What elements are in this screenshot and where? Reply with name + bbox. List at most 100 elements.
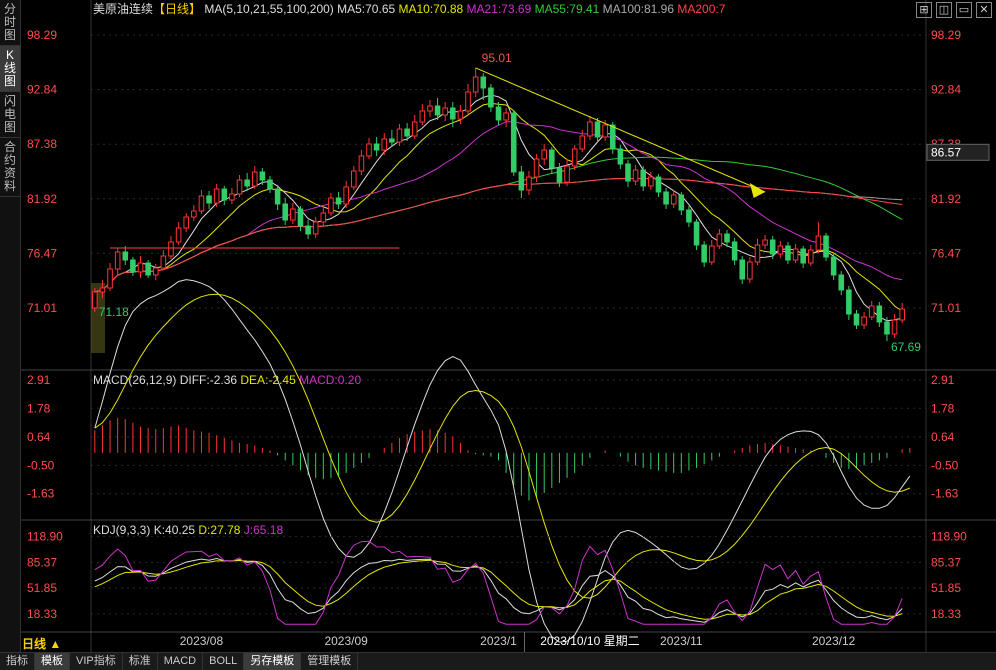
bottom-tab-4[interactable]: MACD — [158, 653, 204, 670]
candle-body — [434, 105, 441, 116]
sidebar-tab-0[interactable]: 分时图 — [0, 0, 20, 46]
candle-body — [693, 221, 700, 246]
window-button-1[interactable]: ◫ — [936, 2, 952, 18]
sidebar-tab-2[interactable]: 闪电图 — [0, 92, 20, 138]
candle-body — [785, 245, 791, 261]
window-button-0[interactable]: ⊞ — [916, 2, 932, 18]
low-annotation: 67.69 — [891, 340, 921, 354]
bottom-tab-0[interactable]: 指标 — [0, 653, 35, 670]
kdj-tick-right: 18.33 — [931, 607, 961, 621]
candle-body — [526, 176, 532, 191]
window-button-2[interactable]: ▭ — [956, 2, 972, 18]
candle-body — [373, 143, 380, 151]
kdj-tick-left: 18.33 — [27, 607, 57, 621]
candle-body — [602, 124, 608, 138]
ma200-line — [94, 177, 903, 293]
price-tick-left: 71.01 — [27, 301, 57, 315]
candle-body — [145, 262, 151, 276]
ma10-line — [94, 102, 903, 312]
candle-body — [708, 245, 715, 263]
candle-body — [411, 121, 418, 137]
macd-tick-left: 2.91 — [27, 373, 51, 387]
candle-body — [769, 239, 776, 255]
trend-arrow — [749, 183, 766, 198]
bottom-tab-2[interactable]: VIP指标 — [70, 653, 123, 670]
trend-line — [475, 67, 766, 193]
candle-body — [640, 169, 647, 187]
candle-body — [884, 321, 890, 335]
sidebar-tab-3[interactable]: 合约资料 — [0, 138, 20, 197]
candle-body — [762, 239, 768, 246]
macd-tick-right: 2.91 — [931, 373, 955, 387]
candle-body — [533, 158, 540, 178]
ma21-line — [94, 121, 903, 293]
candle-body — [335, 197, 342, 205]
start-annotation: 71.18 — [99, 305, 129, 319]
candle-body — [800, 248, 806, 264]
high-annotation: 95.01 — [482, 51, 512, 65]
candle-body — [716, 233, 723, 247]
candle-body — [510, 112, 517, 173]
macd-tick-right: -1.63 — [931, 487, 959, 501]
kdj-tick-right: 51.85 — [931, 581, 961, 595]
candle-body — [480, 76, 487, 89]
candle-body — [465, 91, 471, 112]
candle-body — [823, 235, 829, 258]
price-tick-right: 71.01 — [931, 301, 961, 315]
candle-body — [655, 176, 662, 193]
bottom-tab-1[interactable]: 模板 — [35, 653, 70, 670]
candle-body — [747, 261, 753, 280]
candle-body — [213, 188, 220, 204]
period-selector[interactable]: 日线 ▲ — [22, 637, 62, 651]
candle-body — [274, 188, 281, 205]
candle-body — [297, 208, 304, 227]
kdj-tick-right: 118.90 — [931, 530, 967, 544]
chart-header: 美原油连续【日线】 MA(5,10,21,55,100,200) MA5:70.… — [93, 1, 726, 16]
candle-body — [648, 176, 654, 187]
candle-body — [191, 210, 197, 218]
candle-body — [495, 106, 502, 121]
candle-body — [488, 87, 494, 108]
candle-body — [579, 135, 586, 150]
candle-body — [419, 110, 426, 123]
bottom-tab-5[interactable]: BOLL — [203, 653, 245, 670]
macd-tick-right: 1.78 — [931, 401, 955, 415]
candle-body — [137, 262, 144, 273]
time-label-5: 2023/12 — [812, 634, 856, 648]
candle-body — [343, 186, 349, 205]
candle-body — [670, 194, 677, 205]
chart-canvas[interactable]: 98.2998.2992.8492.8487.3887.3881.9281.92… — [21, 0, 996, 652]
window-button-3[interactable]: ✕ — [976, 2, 992, 18]
candle-body — [815, 235, 822, 251]
macd-tick-left: -1.63 — [27, 487, 55, 501]
candle-body — [92, 291, 98, 309]
candle-body — [160, 255, 167, 269]
candle-body — [632, 169, 639, 182]
candle-body — [114, 251, 121, 270]
candle-body — [107, 268, 113, 289]
candle-body — [846, 289, 852, 315]
time-label-3: 2023/10/10 星期二 — [540, 634, 639, 648]
candle-body — [221, 188, 228, 201]
candle-body — [320, 212, 327, 223]
window-buttons: ⊞ ◫ ▭ ✕ — [916, 2, 992, 18]
macd-tick-left: -0.50 — [27, 458, 55, 472]
candle-body — [366, 143, 372, 157]
candle-body — [381, 138, 388, 151]
bottom-tab-3[interactable]: 标准 — [123, 653, 158, 670]
kdj-tick-left: 51.85 — [27, 581, 57, 595]
kdj-tick-left: 118.90 — [27, 530, 63, 544]
candle-body — [236, 179, 243, 195]
kdj-j-line — [94, 540, 903, 625]
candle-body — [290, 208, 296, 221]
candle-body — [152, 267, 159, 276]
bottom-tab-7[interactable]: 管理模板 — [301, 653, 359, 670]
price-tick-left: 76.47 — [27, 246, 57, 260]
candle-body — [853, 313, 860, 326]
bottom-tab-6[interactable]: 另存模板 — [244, 653, 302, 670]
candle-body — [122, 251, 129, 261]
candle-body — [244, 179, 250, 187]
macd-tick-left: 0.64 — [27, 430, 51, 444]
